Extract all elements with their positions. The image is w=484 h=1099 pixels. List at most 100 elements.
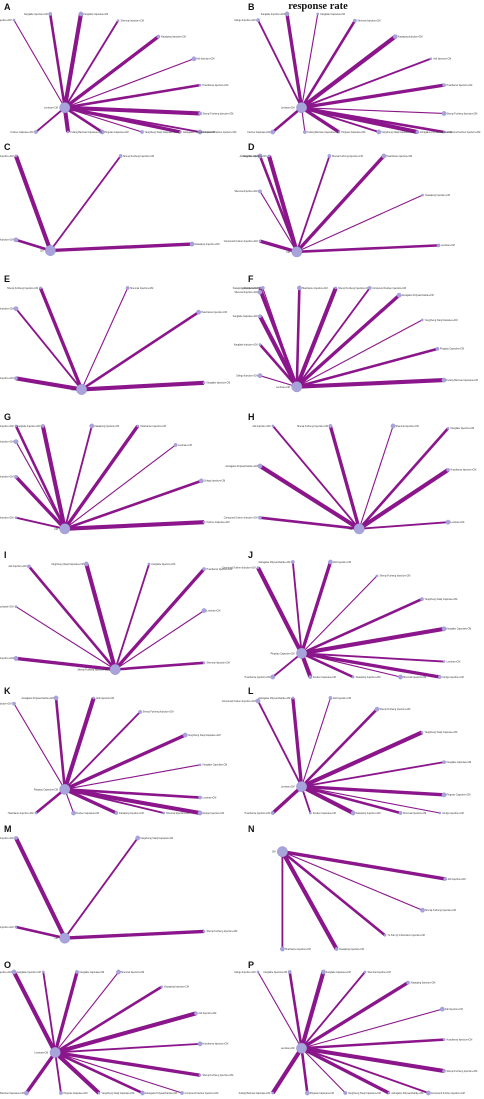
node-circle: [376, 129, 382, 135]
node-label: Shenmai Injection+CM: [234, 190, 257, 193]
node-label: Astragalus Polysaccharide+CM: [402, 294, 434, 297]
node-label: Compound Kushen Injection+CM: [447, 131, 481, 134]
node-circle: [439, 1006, 445, 1012]
edge-5: [54, 985, 163, 1054]
node-circle: [116, 969, 121, 975]
node-circle: [258, 343, 262, 346]
node-circle: [12, 701, 16, 706]
node-label: Aidi Injection+CM: [252, 425, 270, 428]
edge-9: [64, 479, 202, 531]
node-label: Aidi Injection+CM: [0, 239, 14, 242]
hub-node: [296, 647, 307, 659]
edge-5: [301, 597, 423, 655]
node-circle: [291, 696, 295, 700]
node-circle: [75, 970, 79, 974]
node-label: Kanglaite Injection+CM: [261, 13, 285, 16]
node-circle: [256, 566, 260, 570]
node-label: Shenmai Injection+CM: [0, 425, 14, 428]
node-label: Kanglaite Capsules+CM: [320, 13, 345, 16]
node-circle: [436, 243, 441, 248]
node-label: Shenmai Injection+CM: [357, 19, 380, 22]
edge-8: [115, 661, 205, 671]
edge-3: [53, 971, 79, 1053]
node-label: Compound Kushen Injection+CM: [0, 155, 14, 158]
edge-2: [14, 475, 67, 530]
edge-2: [288, 971, 303, 1049]
edge-2: [48, 13, 67, 108]
node-circle: [255, 698, 261, 704]
edge-4: [50, 242, 193, 253]
node-label: Huachansu Injection+CM: [245, 676, 271, 679]
node-circle: [99, 129, 105, 135]
node-circle: [374, 706, 380, 712]
edge-12: [272, 652, 303, 678]
node-label: Aidi Injection+CM: [0, 476, 14, 479]
edge-13: [271, 1047, 304, 1095]
node-label: Pingxiao Capsules+CM: [310, 1093, 334, 1095]
node-label: Kanglaite Injection+CM: [24, 13, 48, 16]
node-label: Yangzheng Xiaoji Capsules+CM: [101, 1093, 134, 1095]
node-label: Shenqi Fuzheng Injection+CM: [0, 440, 14, 443]
edge-2: [291, 561, 303, 654]
node-circle: [443, 877, 447, 881]
node-label: Ginkgo Injection+CM: [442, 812, 463, 815]
node-label: Pingxiao Capsules+CM: [63, 1093, 87, 1095]
edge-2: [15, 606, 116, 670]
node-circle: [191, 56, 197, 62]
node-circle: [197, 129, 203, 135]
panel-m: M Compound Kushen Injection+CM Aidi Inject…: [0, 824, 237, 944]
node-circle: [398, 674, 403, 680]
node-label: Aidi Injection+CM: [8, 565, 26, 568]
node-circle: [446, 468, 450, 472]
edge-8: [64, 787, 201, 816]
node-label: Huachansu Injection+CM: [8, 812, 34, 815]
node-label: Aidi Injection+CM: [196, 58, 214, 61]
node-circle: [34, 130, 38, 134]
node-circle: [441, 111, 447, 116]
node-label: Ginkgo Injection+CM: [204, 480, 225, 483]
node-circle: [116, 19, 120, 22]
node-label: Shenmai Injection+CM: [166, 812, 189, 815]
node-circle: [257, 373, 263, 379]
edge-2: [259, 343, 298, 388]
node-label: Huachansu Injection+CM: [285, 948, 311, 951]
edge-7: [301, 1038, 445, 1050]
edge-9: [301, 785, 401, 815]
edge-8: [301, 786, 440, 814]
node-label: Xiaoaiping Injection+CM: [233, 287, 258, 290]
edge-2: [42, 971, 57, 1053]
node-label: Yangzheng Xiaoji Capsules+CM: [145, 132, 178, 134]
edge-11: [301, 1047, 346, 1094]
panel-d: D Compound Kushen Injection+CM Shenmai Inj…: [224, 142, 455, 258]
hub-label: CM: [71, 389, 75, 391]
edge-1: [15, 925, 66, 940]
node-circle: [14, 474, 18, 479]
node-label: Compound Kushen Injection+CM: [0, 702, 12, 705]
node-label: Shenqi Fuzheng Injection+CM: [297, 425, 328, 428]
node-label: Shenmai Injection+CM: [367, 971, 390, 974]
node-label: Yu Xian Qi Ji Emulsion Injection+CM: [387, 934, 424, 937]
node-label: Kushen Capsules+CM: [247, 132, 270, 134]
node-circle: [194, 1011, 198, 1016]
edge-12: [300, 1048, 309, 1094]
node-circle: [14, 836, 18, 840]
panel-label: B: [248, 2, 255, 12]
node-label: Compound Kushen Injection+CM: [203, 131, 237, 134]
edge-10: [54, 1051, 144, 1095]
node-circle: [367, 286, 372, 290]
node-circle: [162, 811, 166, 815]
node-label: Pingxiao Capsules+CM: [105, 132, 129, 134]
node-circle: [48, 12, 53, 16]
hub-node: [76, 384, 88, 395]
node-circle: [420, 907, 425, 913]
node-circle: [53, 695, 59, 701]
edge-5: [300, 730, 423, 789]
hub-node: [45, 245, 56, 256]
edge-12: [54, 1052, 62, 1094]
node-circle: [316, 12, 320, 16]
node-circle: [258, 314, 262, 319]
node-circle: [12, 18, 16, 22]
panel-label: M: [4, 824, 12, 834]
node-label: Kushen Capsules+CM: [313, 813, 336, 815]
